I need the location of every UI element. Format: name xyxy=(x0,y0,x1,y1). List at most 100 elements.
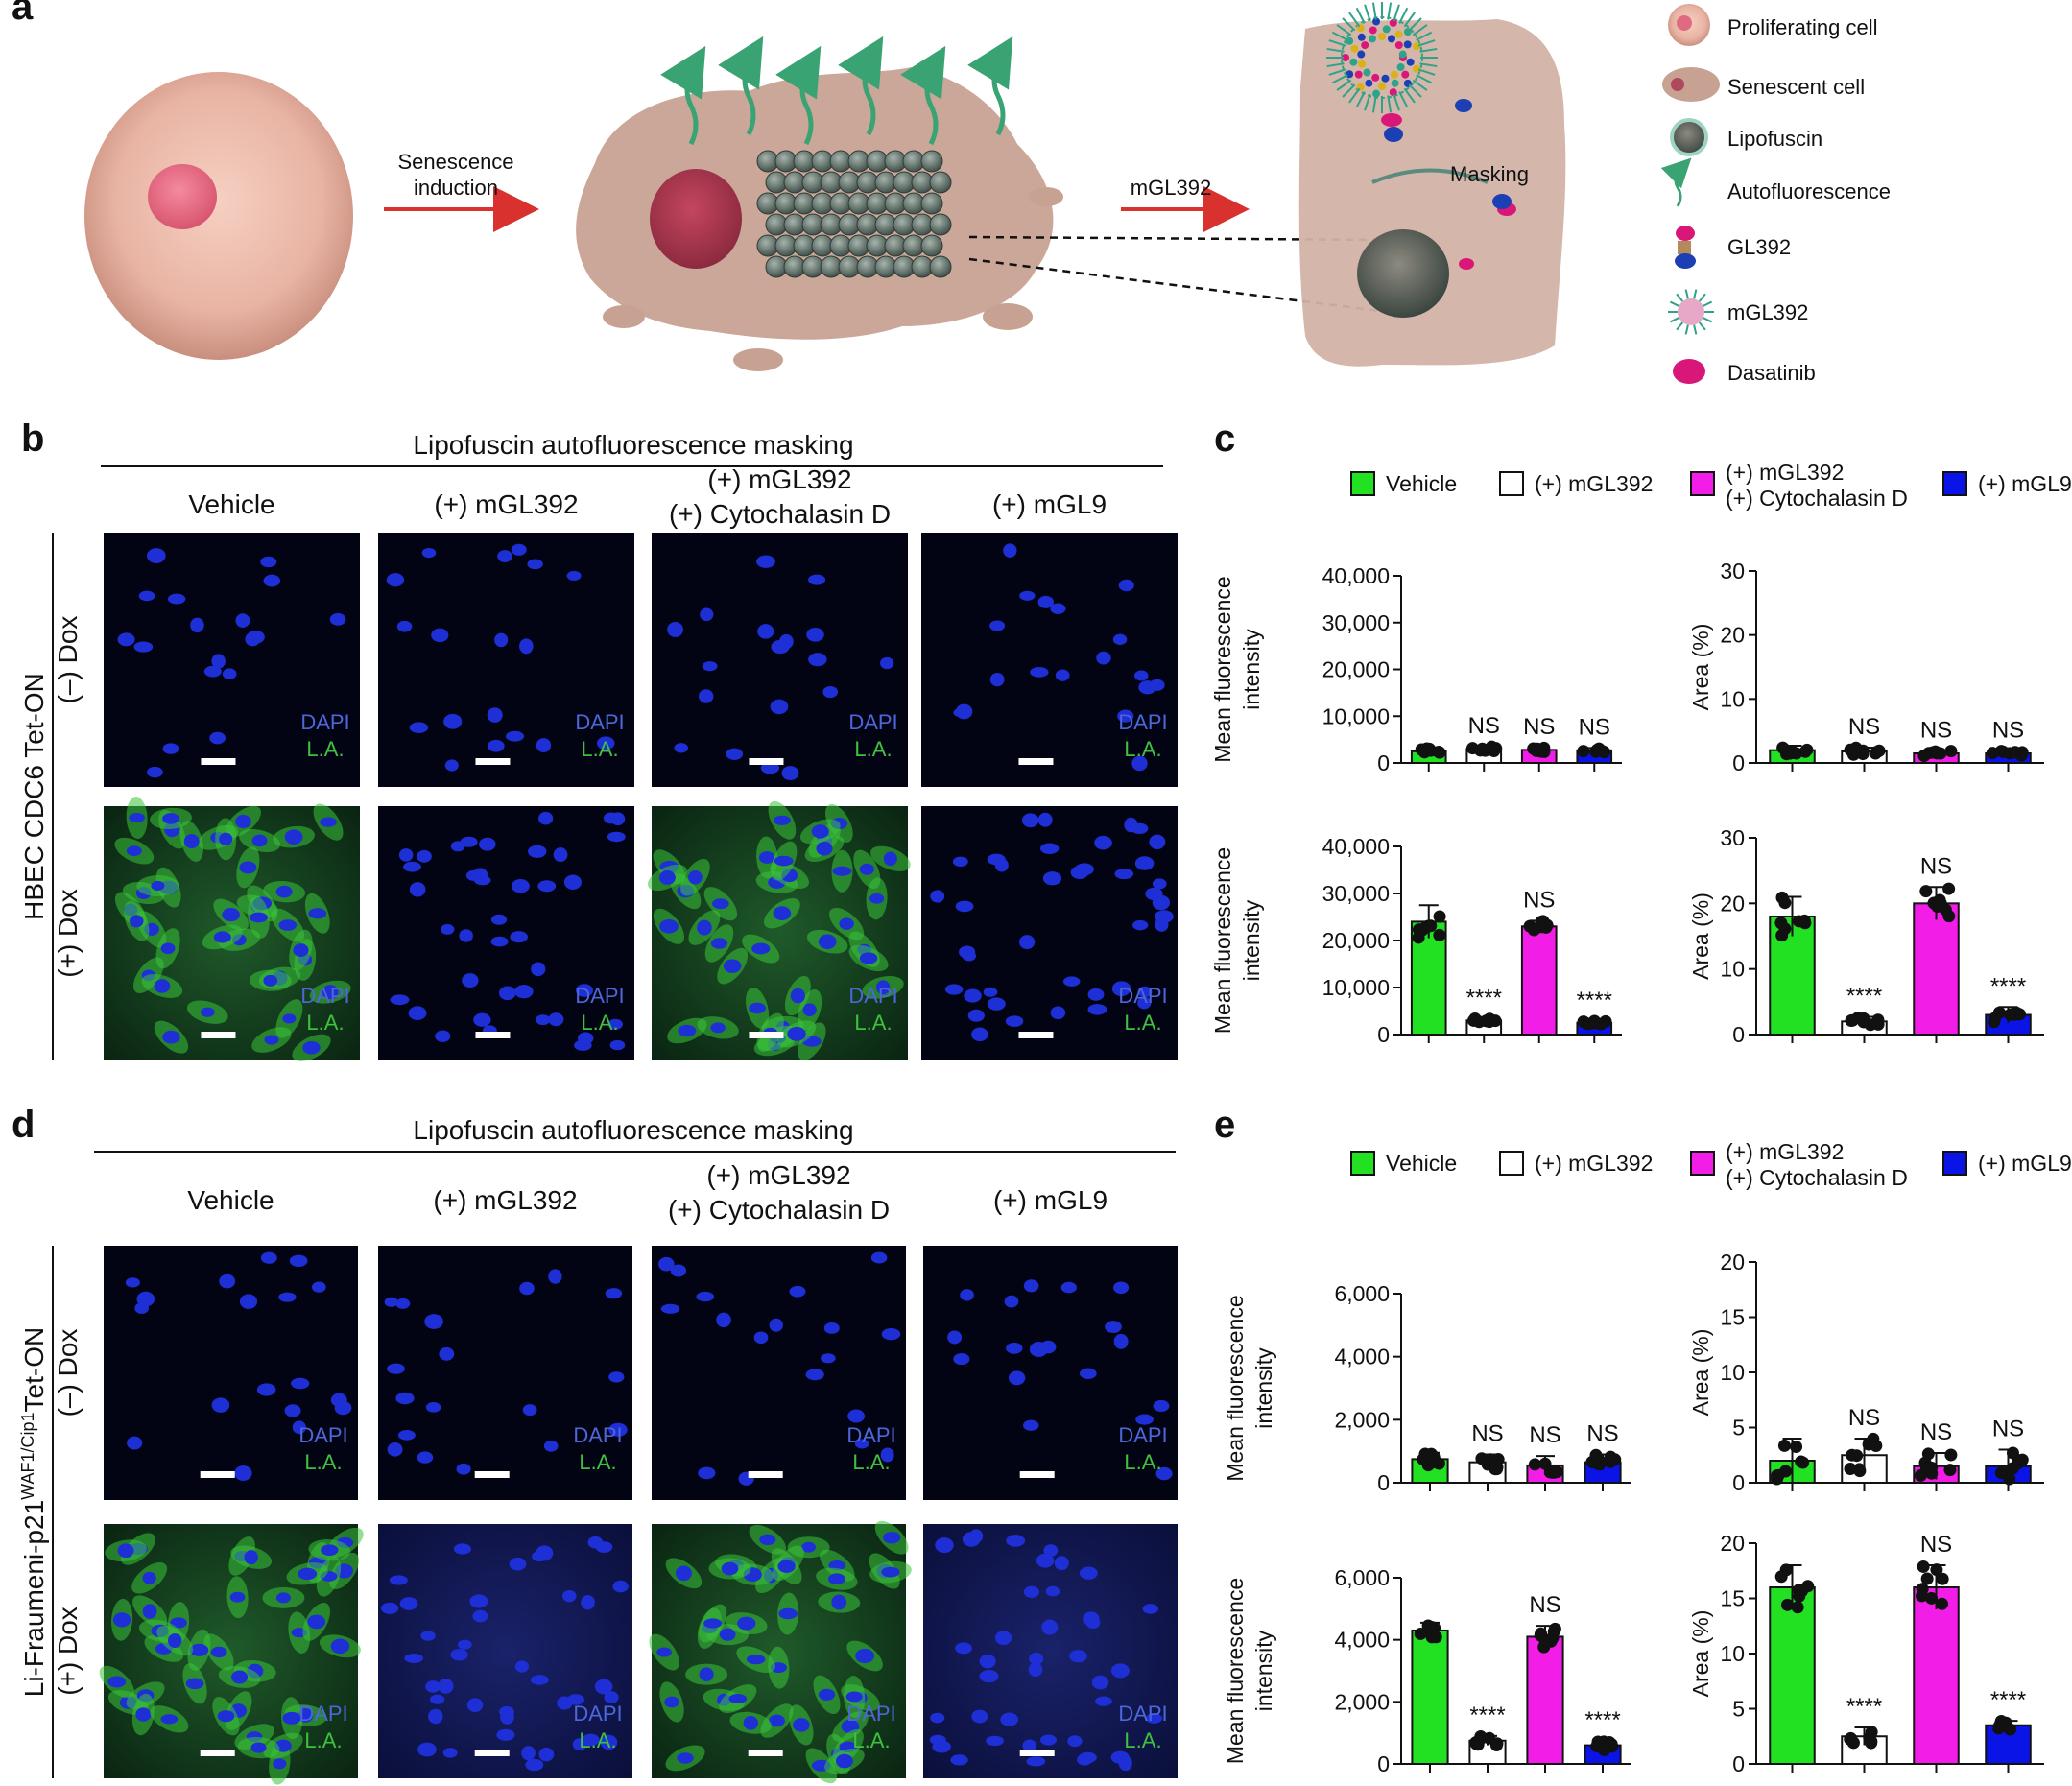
y-tick-label: 10,000 xyxy=(1322,975,1390,1000)
y-tick-label: 0 xyxy=(1732,1751,1745,1776)
data-point xyxy=(1485,740,1498,753)
column-label: (+) Cytochalasin D xyxy=(669,499,891,529)
legend-dasatinib: Dasatinib xyxy=(1673,359,1816,385)
y-tick-label: 0 xyxy=(1377,1751,1390,1776)
bar-chart-e-3: 0 2,000 4,000 6,000 Mean fluorescence intensi… xyxy=(1223,1565,1631,1776)
data-point xyxy=(1428,1621,1441,1634)
row-label: (–) Dox xyxy=(53,616,83,704)
data-point xyxy=(1588,1015,1602,1029)
data-point xyxy=(1527,923,1540,937)
data-point xyxy=(1944,745,1958,758)
data-point xyxy=(1780,1598,1794,1611)
svg-text:GL392: GL392 xyxy=(1727,235,1791,259)
data-point xyxy=(2015,1453,2029,1466)
y-tick-label: 10 xyxy=(1720,1641,1745,1666)
significance-label: NS xyxy=(1471,1420,1503,1446)
stain-label-dapi: DAPI xyxy=(298,1702,347,1726)
y-axis-label: intensity xyxy=(1239,899,1264,981)
microscopy-header: Lipofuscin autofluorescence masking xyxy=(413,1115,853,1145)
panel-label-b: b xyxy=(21,417,44,460)
data-point xyxy=(1865,1736,1878,1750)
bar xyxy=(1526,1635,1564,1766)
arrow1-label-line1: Senescence xyxy=(397,150,513,174)
legend-swatch xyxy=(1350,1151,1375,1176)
data-point xyxy=(1472,1015,1486,1029)
arrow-senescence-induction: Senescence induction xyxy=(384,150,539,232)
y-tick-label: 2,000 xyxy=(1334,1689,1390,1714)
data-point xyxy=(2009,746,2022,759)
y-axis-label: intensity xyxy=(1251,1347,1276,1429)
data-point xyxy=(1844,1462,1857,1475)
column-label: (+) mGL9 xyxy=(992,489,1107,519)
data-point xyxy=(1414,1627,1427,1640)
y-axis-label: Area (%) xyxy=(1688,1329,1713,1417)
legend-autofluorescence: Autofluorescence xyxy=(1660,157,1891,207)
y-tick-label: 6,000 xyxy=(1334,1565,1390,1590)
svg-text:Autofluorescence: Autofluorescence xyxy=(1727,179,1891,203)
data-point xyxy=(1538,1632,1552,1646)
y-tick-label: 30 xyxy=(1720,825,1745,850)
significance-label: NS xyxy=(1586,1420,1618,1446)
y-tick-label: 0 xyxy=(1732,1022,1745,1047)
arrow2-label: mGL392 xyxy=(1131,176,1211,200)
legend-senescent-cell: Senescent cell xyxy=(1662,67,1865,102)
data-point xyxy=(1857,1012,1870,1025)
column-label: (+) mGL392 xyxy=(707,464,851,494)
data-point xyxy=(1417,743,1431,756)
scale-bar xyxy=(474,1471,510,1478)
scale-bar xyxy=(201,758,236,765)
data-point xyxy=(1853,1465,1867,1478)
y-tick-label: 0 xyxy=(1732,1470,1745,1495)
bar-charts: 0 10,000 20,000 30,000 40,000 Mean fluorescen… xyxy=(1210,559,2044,1776)
significance-label: NS xyxy=(1523,887,1555,913)
significance-label: **** xyxy=(1466,985,1502,1011)
data-point xyxy=(1944,1448,1958,1462)
stain-label-dapi: DAPI xyxy=(573,1423,622,1447)
data-point xyxy=(1917,750,1931,763)
scale-bar xyxy=(201,1032,236,1038)
row-label: (+) Dox xyxy=(53,889,83,978)
legend-swatch xyxy=(1499,471,1524,496)
legend-label: (+) Cytochalasin D xyxy=(1726,486,1908,511)
data-point xyxy=(1594,1455,1608,1468)
scale-bar xyxy=(474,1750,510,1756)
panel-label-e: e xyxy=(1214,1104,1235,1146)
stain-label-dapi: DAPI xyxy=(575,710,624,734)
scale-bar xyxy=(200,1750,235,1756)
y-tick-label: 10 xyxy=(1720,686,1745,711)
stain-label-la: L.A. xyxy=(1124,1728,1161,1752)
y-tick-label: 10 xyxy=(1720,1360,1745,1385)
bar xyxy=(1520,925,1558,1036)
data-point xyxy=(1537,741,1551,754)
data-point xyxy=(1988,1015,2001,1029)
y-tick-label: 20 xyxy=(1720,1250,1745,1274)
microscopy-grid-d: Lipofuscin autofluorescence masking Vehic… xyxy=(18,1115,1178,1785)
y-tick-label: 10,000 xyxy=(1322,703,1390,728)
data-point xyxy=(1422,1451,1436,1465)
y-axis-label: Area (%) xyxy=(1688,1610,1713,1698)
data-point xyxy=(1475,1452,1489,1465)
data-point xyxy=(1771,1472,1784,1486)
data-point xyxy=(1550,1465,1563,1479)
data-point xyxy=(1591,1735,1605,1749)
y-tick-label: 30 xyxy=(1720,559,1745,583)
y-tick-label: 5 xyxy=(1732,1416,1745,1441)
column-label: Vehicle xyxy=(188,489,274,519)
column-label: (+) mGL392 xyxy=(706,1160,850,1190)
scale-bar xyxy=(475,1032,511,1038)
significance-label: **** xyxy=(1990,1687,2026,1713)
y-tick-label: 15 xyxy=(1720,1305,1745,1330)
data-point xyxy=(1850,1449,1864,1463)
y-tick-label: 0 xyxy=(1377,1022,1390,1047)
legend-proliferating-cell: Proliferating cell xyxy=(1668,4,1878,46)
y-tick-label: 10 xyxy=(1720,957,1745,982)
